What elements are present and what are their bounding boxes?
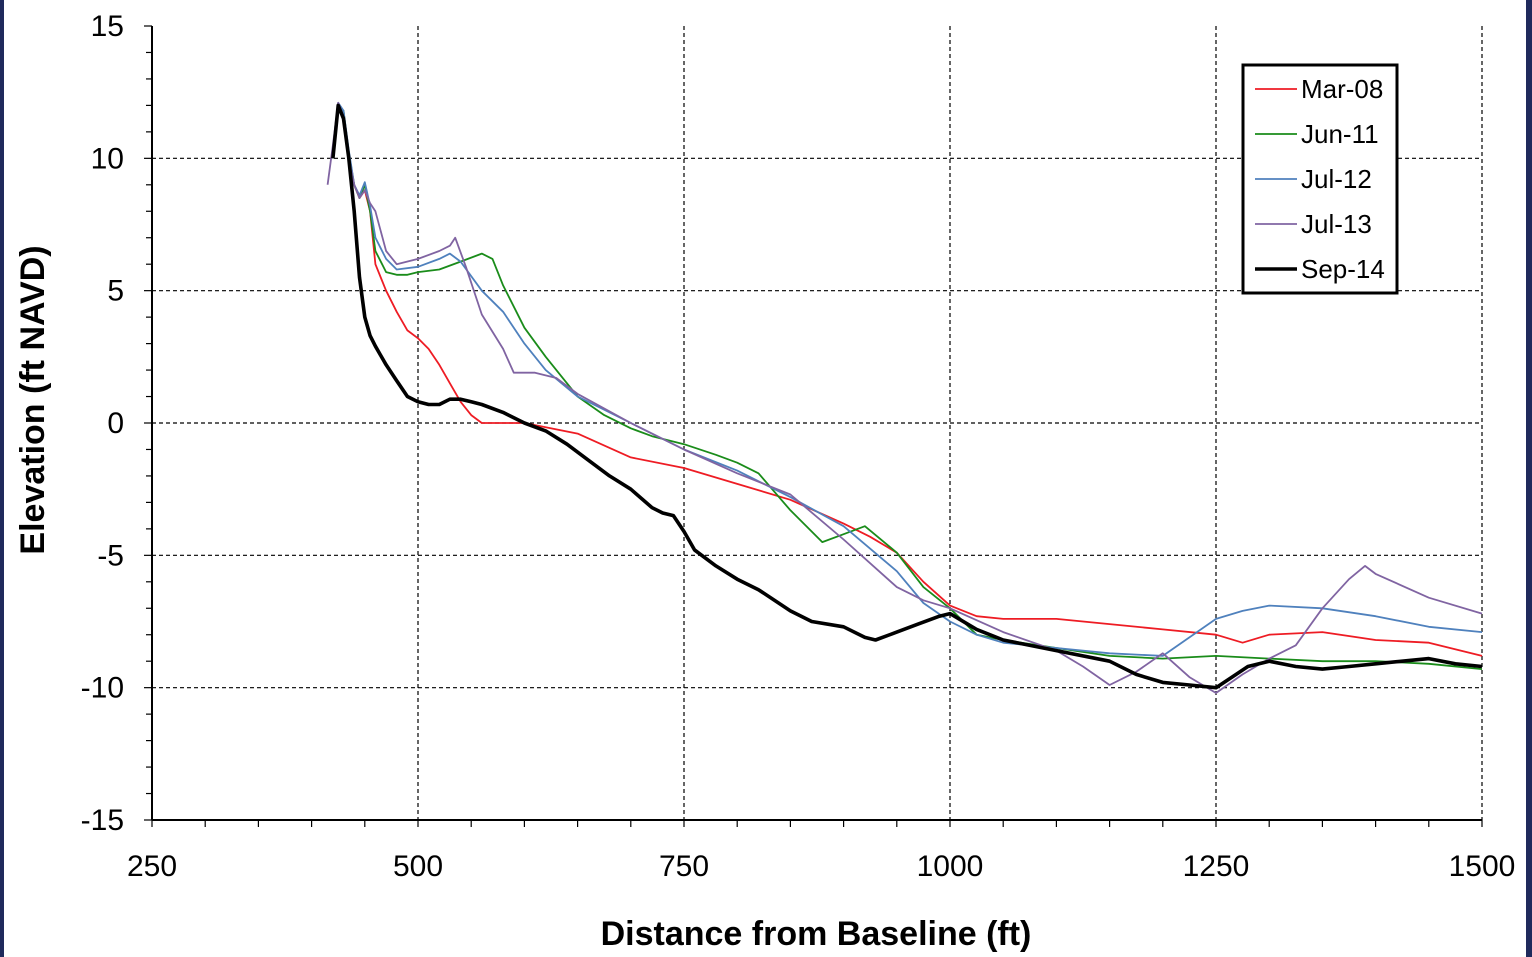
y-tick-label: -5: [97, 539, 124, 572]
legend-label-sep-14: Sep-14: [1301, 254, 1385, 284]
y-tick-label: 15: [91, 10, 124, 43]
legend-label-jun-11: Jun-11: [1301, 119, 1379, 149]
y-tick-label: -15: [81, 804, 124, 837]
x-tick-label: 250: [127, 850, 177, 883]
legend-label-jul-12: Jul-12: [1301, 164, 1372, 194]
x-tick-label: 500: [393, 850, 443, 883]
y-tick-label: 5: [107, 275, 124, 308]
legend: Mar-08 Jun-11 Jul-12 Jul-13 Sep-14: [1243, 65, 1397, 293]
x-tick-label: 750: [659, 850, 709, 883]
y-tick-label: 0: [107, 407, 124, 440]
y-tick-label: 10: [91, 142, 124, 175]
x-axis-title: Distance from Baseline (ft): [601, 915, 1032, 953]
x-tick-label: 1500: [1449, 850, 1516, 883]
y-tick-label: -10: [81, 672, 124, 705]
x-tick-label: 1250: [1183, 850, 1250, 883]
x-tick-label: 1000: [917, 850, 984, 883]
legend-label-mar-08: Mar-08: [1301, 74, 1383, 104]
legend-label-jul-13: Jul-13: [1301, 209, 1372, 239]
y-axis-title: Elevation (ft NAVD): [14, 245, 52, 554]
